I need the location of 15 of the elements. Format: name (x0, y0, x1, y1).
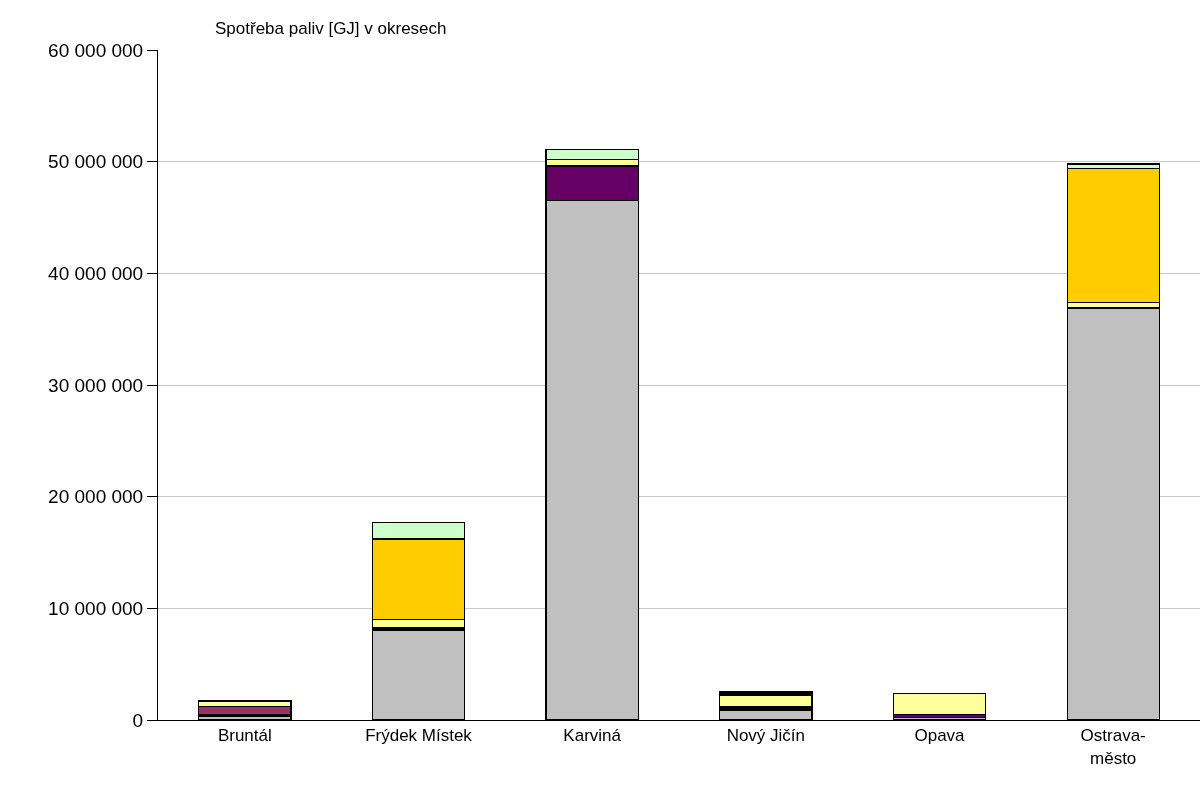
y-tick-label: 50 000 000 (48, 151, 144, 173)
x-tick-label: Ostrava-město (1080, 726, 1146, 768)
y-tick-label: 0 (132, 709, 144, 731)
y-tick-label: 10 000 000 (48, 597, 144, 619)
y-tick-label: 30 000 000 (48, 374, 144, 396)
chart-title: Spotřeba paliv [GJ] v okresech (215, 18, 447, 38)
x-tick-label: Nový Jičín (726, 726, 806, 746)
y-tick-label: 40 000 000 (48, 262, 144, 284)
y-tick-label: 20 000 000 (48, 486, 144, 508)
x-tick-label: Karviná (563, 726, 622, 746)
bar (892, 692, 987, 716)
x-tick-label: Opava (914, 726, 966, 746)
y-tick-label: 60 000 000 (48, 39, 144, 61)
x-tick-label: Frýdek Místek (365, 726, 473, 746)
x-tick-label: Bruntál (217, 726, 272, 746)
